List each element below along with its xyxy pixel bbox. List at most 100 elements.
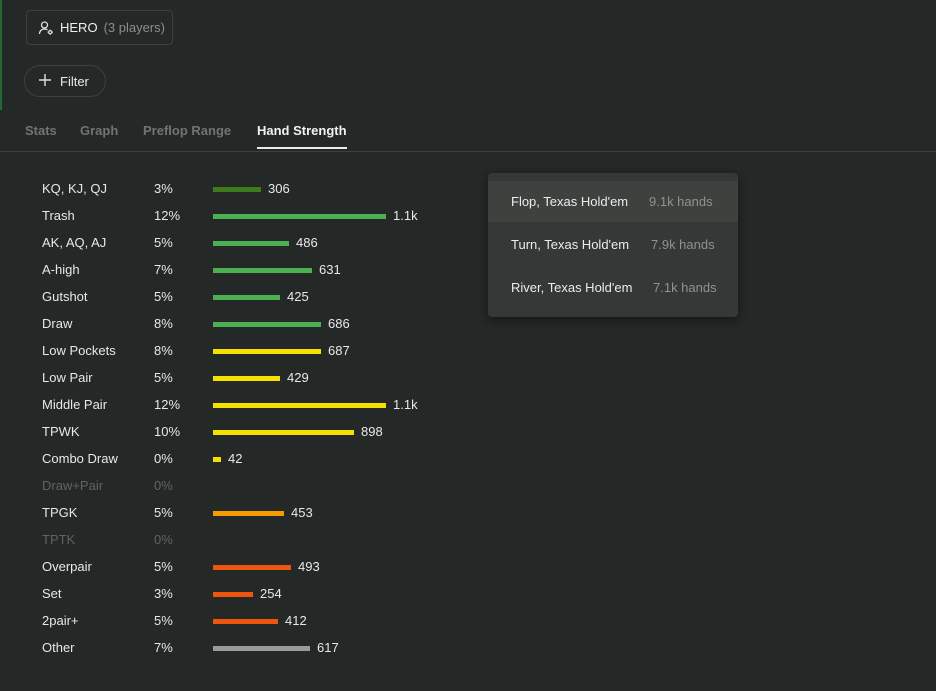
hand-category-percent: 3% <box>154 181 173 196</box>
hand-category-percent: 5% <box>154 559 173 574</box>
hand-category-percent: 0% <box>154 532 173 547</box>
dropdown-item-label: River, Texas Hold'em <box>511 280 633 295</box>
hand-strength-row: Low Pockets 8% 687 <box>0 337 480 364</box>
hand-strength-row: TPTK 0% <box>0 526 480 553</box>
hand-category-label: 2pair+ <box>42 613 79 628</box>
hand-category-bar <box>213 376 280 381</box>
dropdown-item-flop[interactable]: Flop, Texas Hold'em 9.1k hands <box>488 181 738 222</box>
hand-category-percent: 12% <box>154 208 181 223</box>
dropdown-item-hands: 7.9k hands <box>651 237 715 252</box>
hand-category-count: 425 <box>287 289 309 304</box>
hand-category-percent: 5% <box>154 505 173 520</box>
hand-category-label: Trash <box>42 208 75 223</box>
tab-graph[interactable]: Graph <box>80 123 119 138</box>
hand-category-count: 486 <box>296 235 318 250</box>
hand-strength-row: Draw+Pair 0% <box>0 472 480 499</box>
hand-category-percent: 8% <box>154 343 173 358</box>
hand-strength-row: Other 7% 617 <box>0 634 480 661</box>
tab-hand-strength[interactable]: Hand Strength <box>257 123 347 149</box>
hand-category-bar <box>213 457 221 462</box>
player-count: (3 players) <box>103 20 165 35</box>
hand-category-count: 453 <box>291 505 313 520</box>
tab-bar: Stats Graph Preflop Range Hand Strength <box>0 118 936 152</box>
hand-category-percent: 8% <box>154 316 173 331</box>
hand-category-label: TPTK <box>42 532 76 547</box>
dropdown-item-hands: 9.1k hands <box>649 194 713 209</box>
hand-category-count: 429 <box>287 370 309 385</box>
left-accent-bar <box>0 0 2 110</box>
dropdown-item-hands: 7.1k hands <box>653 280 717 295</box>
hand-category-percent: 7% <box>154 640 173 655</box>
hand-strength-row: Combo Draw 0% 42 <box>0 445 480 472</box>
hand-category-bar <box>213 268 312 273</box>
hand-category-percent: 10% <box>154 424 181 439</box>
player-selector[interactable]: HERO (3 players) <box>26 10 173 45</box>
dropdown-item-label: Flop, Texas Hold'em <box>511 194 629 209</box>
hand-strength-row: Low Pair 5% 429 <box>0 364 480 391</box>
hand-category-bar <box>213 565 291 570</box>
filter-button[interactable]: Filter <box>24 65 106 97</box>
dropdown-item-river[interactable]: River, Texas Hold'em 7.1k hands <box>488 267 738 308</box>
hand-category-bar <box>213 619 278 624</box>
hand-category-bar <box>213 349 321 354</box>
hand-strength-row: TPWK 10% 898 <box>0 418 480 445</box>
hand-category-count: 412 <box>285 613 307 628</box>
hand-category-label: AK, AQ, AJ <box>42 235 107 250</box>
user-settings-icon <box>38 20 54 36</box>
hand-category-label: KQ, KJ, QJ <box>42 181 108 196</box>
hand-strength-row: Draw 8% 686 <box>0 310 480 337</box>
hand-strength-row: 2pair+ 5% 412 <box>0 607 480 634</box>
hand-strength-row: TPGK 5% 453 <box>0 499 480 526</box>
hand-category-label: Draw+Pair <box>42 478 104 493</box>
hand-category-count: 686 <box>328 316 350 331</box>
hand-category-percent: 0% <box>154 478 173 493</box>
hand-strength-row: Trash 12% 1.1k <box>0 202 480 229</box>
hand-category-percent: 7% <box>154 262 173 277</box>
hand-category-percent: 3% <box>154 586 173 601</box>
hand-category-count: 493 <box>298 559 320 574</box>
hand-category-count: 898 <box>361 424 383 439</box>
hand-strength-row: A-high 7% 631 <box>0 256 480 283</box>
tab-preflop-range[interactable]: Preflop Range <box>143 123 232 138</box>
filter-label: Filter <box>60 73 89 89</box>
hand-category-count: 687 <box>328 343 350 358</box>
hand-category-count: 254 <box>260 586 282 601</box>
hand-category-bar <box>213 295 280 300</box>
hand-category-bar <box>213 646 310 651</box>
dropdown-item-turn[interactable]: Turn, Texas Hold'em 7.9k hands <box>488 224 738 265</box>
hand-category-percent: 5% <box>154 235 173 250</box>
hand-category-label: Overpair <box>42 559 92 574</box>
hand-category-percent: 5% <box>154 289 173 304</box>
hand-category-count: 306 <box>268 181 290 196</box>
dropdown-item-label: Turn, Texas Hold'em <box>511 237 630 252</box>
hand-category-bar <box>213 241 289 246</box>
hand-category-count: 617 <box>317 640 339 655</box>
hand-category-bar <box>213 214 386 219</box>
hand-category-bar <box>213 403 386 408</box>
hand-category-bar <box>213 511 284 516</box>
street-dropdown-menu: Flop, Texas Hold'em 9.1k hands Turn, Tex… <box>488 173 738 317</box>
hand-category-count: 1.1k <box>393 397 418 412</box>
hand-strength-row: AK, AQ, AJ 5% 486 <box>0 229 480 256</box>
hand-category-bar <box>213 592 253 597</box>
hand-strength-row: Overpair 5% 493 <box>0 553 480 580</box>
hand-strength-row: Middle Pair 12% 1.1k <box>0 391 480 418</box>
hand-category-label: Middle Pair <box>42 397 108 412</box>
tab-stats[interactable]: Stats <box>25 123 57 138</box>
hand-category-percent: 0% <box>154 451 173 466</box>
hand-category-label: Combo Draw <box>42 451 118 466</box>
hand-category-label: Set <box>42 586 62 601</box>
hand-category-percent: 5% <box>154 613 173 628</box>
hand-category-label: Other <box>42 640 75 655</box>
hand-category-count: 1.1k <box>393 208 418 223</box>
hand-strength-row: Set 3% 254 <box>0 580 480 607</box>
player-name: HERO <box>60 20 98 35</box>
hand-category-label: TPWK <box>42 424 80 439</box>
hand-category-label: Draw <box>42 316 73 331</box>
hand-category-bar <box>213 187 261 192</box>
hand-category-percent: 5% <box>154 370 173 385</box>
hand-category-bar <box>213 322 321 327</box>
hand-strength-row: Gutshot 5% 425 <box>0 283 480 310</box>
hand-category-label: Low Pockets <box>42 343 116 358</box>
hand-category-label: Gutshot <box>42 289 88 304</box>
